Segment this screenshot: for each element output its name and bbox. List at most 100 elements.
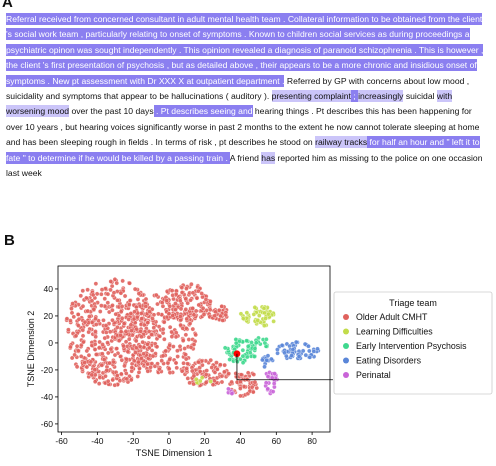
scatter-point xyxy=(159,300,165,305)
scatter-point xyxy=(118,290,124,296)
scatter-point xyxy=(223,312,228,318)
scatter-point xyxy=(201,312,207,317)
scatter-point xyxy=(240,347,246,353)
scatter-point xyxy=(92,342,98,347)
scatter-point xyxy=(118,333,123,338)
scatter-point xyxy=(89,298,95,304)
scatter-point xyxy=(92,379,98,384)
scatter-point xyxy=(104,367,110,373)
scatter-point xyxy=(71,314,77,320)
scatter-point xyxy=(193,376,199,382)
scatter-point xyxy=(190,306,195,311)
scatter-point xyxy=(167,343,172,348)
scatter-point xyxy=(255,318,260,323)
scatter-point xyxy=(187,321,193,326)
scatter-point xyxy=(99,291,104,297)
scatter-point xyxy=(183,356,189,362)
scatter-point xyxy=(108,287,113,293)
panel-a-label: A xyxy=(2,0,13,11)
scatter-point xyxy=(175,354,180,359)
scatter-point xyxy=(167,324,173,330)
scatter-point xyxy=(123,339,129,345)
scatter-point xyxy=(99,362,105,368)
scatter-point xyxy=(263,316,268,321)
scatter-point xyxy=(149,348,155,353)
axes: -60 -40 -20 0 20 40 60 80 -60 -40 -20 0 20 40 TSNE Dim… xyxy=(26,284,317,458)
legend-title: Triage team xyxy=(389,298,437,308)
scatter-point xyxy=(187,380,192,386)
scatter-point xyxy=(204,368,209,373)
scatter-point xyxy=(111,359,116,365)
scatter-point xyxy=(189,281,194,287)
scatter-point xyxy=(178,306,184,312)
scatter-point xyxy=(138,328,144,334)
scatter-point xyxy=(134,345,139,350)
legend-label: Eating Disorders xyxy=(356,356,422,366)
scatter-point xyxy=(183,307,189,312)
scatter-point xyxy=(238,393,243,399)
scatter-point xyxy=(235,359,240,364)
scatter-point xyxy=(101,318,106,323)
legend-label: Perinatal xyxy=(356,370,391,380)
scatter-point xyxy=(112,352,118,358)
scatter-point xyxy=(191,373,197,379)
scatter-point xyxy=(110,303,115,308)
scatter-point xyxy=(311,349,317,354)
scatter-point xyxy=(265,353,271,359)
scatter-point xyxy=(145,368,151,374)
scatter-point xyxy=(147,309,152,314)
scatter-point xyxy=(186,337,192,342)
scatter-point xyxy=(193,308,199,314)
scatter-point xyxy=(135,297,141,302)
scatter-point xyxy=(76,348,81,354)
x-tick-label: -20 xyxy=(127,436,140,446)
scatter-point xyxy=(124,376,130,382)
scatter-point xyxy=(141,322,147,328)
x-tick-label: 40 xyxy=(236,436,246,446)
scatter-point xyxy=(100,351,105,357)
scatter-point xyxy=(208,379,214,384)
scatter-point xyxy=(184,316,190,322)
scatter-point xyxy=(173,360,179,366)
y-axis-label: TSNE Dimension 2 xyxy=(26,311,36,388)
scatter-point xyxy=(74,364,80,370)
scatter-point xyxy=(75,312,81,317)
scatter-point xyxy=(126,336,132,342)
annotation-leader-line xyxy=(236,353,333,381)
scatter-point xyxy=(208,299,213,304)
scatter-point xyxy=(105,378,111,384)
note-segment: reported him as missing to the police on… xyxy=(6,152,483,179)
note-segment: suicidal xyxy=(403,91,437,102)
scatter-point xyxy=(136,370,142,375)
scatter-point xyxy=(185,361,190,366)
scatter-point xyxy=(115,373,120,378)
scatter-point xyxy=(238,379,243,384)
note-segment: presenting complaint xyxy=(271,90,351,103)
scatter-point xyxy=(123,329,129,334)
scatter-point xyxy=(110,377,115,383)
scatter-point xyxy=(132,286,138,292)
legend-label: Learning Difficulties xyxy=(356,327,433,337)
scatter-point xyxy=(178,322,183,328)
scatter-point xyxy=(140,339,145,345)
scatter-point xyxy=(315,346,320,352)
scatter-point xyxy=(85,308,90,314)
x-tick-label: -60 xyxy=(55,436,68,446)
scatter-point xyxy=(76,323,81,328)
scatter-point xyxy=(167,357,172,362)
scatter-point xyxy=(167,370,173,375)
scatter-point xyxy=(165,360,171,366)
scatter-point xyxy=(184,286,189,291)
scatter-point xyxy=(252,354,257,359)
scatter-point xyxy=(105,350,111,356)
note-segment: over the past 10 days xyxy=(69,106,154,117)
legend-marker xyxy=(343,343,349,349)
scatter-point xyxy=(196,288,201,294)
scatter-point xyxy=(262,323,267,328)
scatter-point xyxy=(184,366,190,371)
scatter-point xyxy=(203,380,209,385)
scatter-point xyxy=(122,293,128,299)
scatter-point xyxy=(222,362,227,368)
scatter-point xyxy=(264,337,269,342)
scatter-point xyxy=(103,323,109,328)
